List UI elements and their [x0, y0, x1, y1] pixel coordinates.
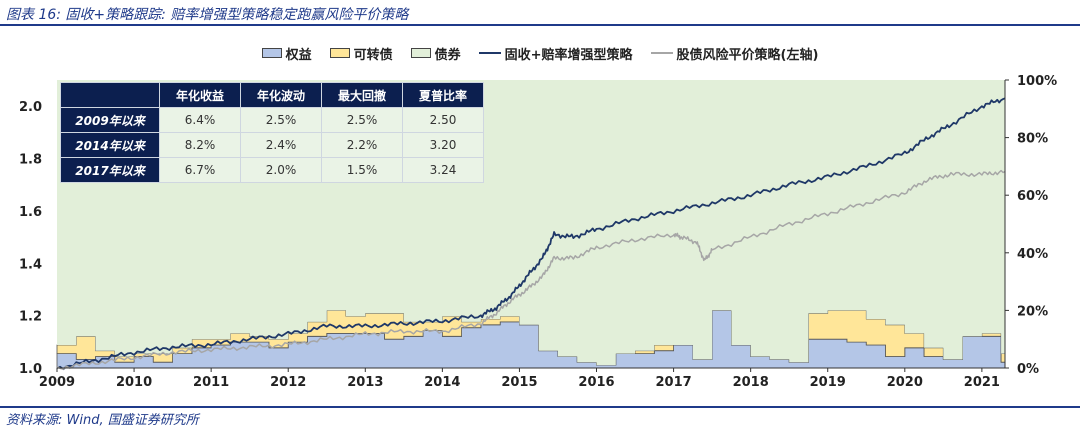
legend-swatch-equity	[261, 48, 282, 58]
legend-item-fixed-plus: 固收+赔率增强型策略	[478, 44, 633, 63]
title-rule	[0, 24, 1080, 26]
y-left-tick-label: 1.4	[19, 257, 42, 272]
axes: 2009 2010 2011 2012 2013 2014 2015 2016 2017 2018…	[19, 74, 1057, 390]
legend-item-bond: 债券	[410, 44, 461, 63]
strategy-lines	[56, 97, 1006, 371]
y-right-tick-label: 60%	[1017, 189, 1048, 204]
stats-header-row: 年化收益 年化波动 最大回撤 夏普比率	[60, 82, 484, 108]
stats-cell: 2.5%	[240, 107, 322, 133]
y-left-tick-label: 1.0	[19, 362, 42, 377]
x-tick-label: 2012	[270, 375, 306, 390]
figure-title: 图表 16: 固收+策略跟踪: 赔率增强型策略稳定跑赢风险平价策略	[6, 7, 409, 23]
stats-cell: 6.7%	[159, 157, 241, 183]
y-right-tick-label: 0%	[1017, 362, 1039, 377]
y-left-tick-label: 1.2	[19, 310, 42, 325]
stats-header-cell: 夏普比率	[402, 82, 484, 108]
stats-row: 2017年以来 6.7% 2.0% 1.5% 3.24	[60, 157, 484, 183]
x-tick-label: 2016	[578, 375, 614, 390]
legend-item-equity: 权益	[261, 44, 312, 63]
fixed-plus-line	[56, 97, 1006, 371]
stats-table: 年化收益 年化波动 最大回撤 夏普比率 2009年以来 6.4% 2.5% 2.…	[60, 82, 484, 183]
stats-cell: 2.4%	[240, 132, 322, 158]
y-left-tick-label: 2.0	[19, 100, 42, 115]
stats-header-cell: 年化波动	[240, 82, 322, 108]
legend-label-risk-parity: 股债风险平价策略(左轴)	[676, 47, 819, 63]
x-tick-label: 2011	[193, 375, 229, 390]
x-tick-label: 2014	[424, 375, 460, 390]
stats-cell: 2.50	[402, 107, 484, 133]
stats-row: 2014年以来 8.2% 2.4% 2.2% 3.20	[60, 132, 484, 158]
chart-legend: 权益 可转债 债券 固收+赔率增强型策略 股债风险平价策略(左轴)	[0, 42, 1080, 64]
x-tick-label: 2018	[733, 375, 769, 390]
x-tick-label: 2009	[39, 375, 75, 390]
stats-row-label: 2014年以来	[60, 132, 160, 158]
legend-swatch-bond	[410, 48, 431, 58]
stats-cell: 2.2%	[321, 132, 403, 158]
legend-label-bond: 债券	[434, 47, 461, 63]
stats-row-label: 2009年以来	[60, 107, 160, 133]
y-right-tick-label: 80%	[1017, 132, 1048, 147]
legend-label-convertible: 可转债	[353, 47, 393, 63]
stats-header-cell: 年化收益	[159, 82, 241, 108]
stats-cell: 8.2%	[159, 132, 241, 158]
x-tick-label: 2019	[810, 375, 846, 390]
legend-label-fixed-plus: 固收+赔率增强型策略	[504, 47, 633, 63]
stats-row-label: 2017年以来	[60, 157, 160, 183]
x-tick-label: 2020	[887, 375, 923, 390]
y-left-tick-label: 1.6	[19, 205, 42, 220]
stats-cell: 3.20	[402, 132, 484, 158]
stats-cell: 2.0%	[240, 157, 322, 183]
legend-item-convertible: 可转债	[329, 44, 393, 63]
legend-item-risk-parity: 股债风险平价策略(左轴)	[650, 44, 819, 63]
y-left-tick-label: 1.8	[19, 153, 42, 168]
source-rule	[0, 406, 1080, 408]
x-tick-label: 2010	[116, 375, 152, 390]
figure-source: 资料来源: Wind, 国盛证券研究所	[6, 413, 199, 428]
stats-cell: 1.5%	[321, 157, 403, 183]
x-tick-label: 2021	[964, 375, 1000, 390]
stats-cell: 3.24	[402, 157, 484, 183]
stats-cell: 2.5%	[321, 107, 403, 133]
x-tick-label: 2017	[655, 375, 691, 390]
x-tick-label: 2015	[501, 375, 537, 390]
risk-parity-line	[56, 169, 1006, 370]
legend-line-fixed-plus	[478, 52, 501, 54]
y-right-tick-label: 20%	[1017, 304, 1048, 319]
y-right-tick-label: 40%	[1017, 247, 1048, 262]
legend-line-risk-parity	[650, 52, 673, 54]
y-right-tick-label: 100%	[1017, 74, 1057, 89]
stats-corner	[60, 82, 160, 108]
legend-label-equity: 权益	[285, 47, 312, 63]
legend-swatch-convertible	[329, 48, 350, 58]
x-tick-label: 2013	[347, 375, 383, 390]
stats-header-cell: 最大回撤	[321, 82, 403, 108]
stats-row: 2009年以来 6.4% 2.5% 2.5% 2.50	[60, 107, 484, 133]
stats-cell: 6.4%	[159, 107, 241, 133]
